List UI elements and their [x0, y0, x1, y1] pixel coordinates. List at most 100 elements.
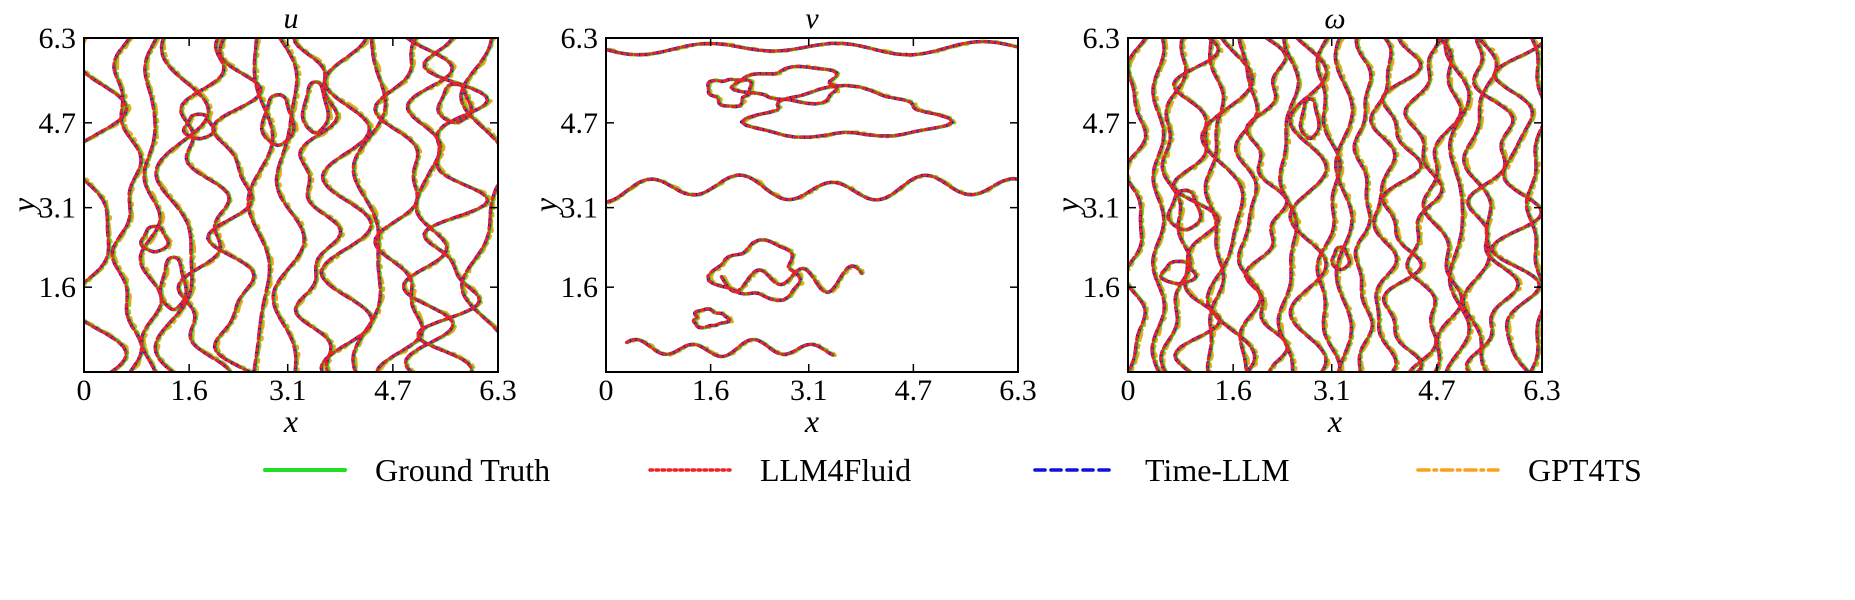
contour-line — [1276, 38, 1300, 372]
x-tick-label: 0 — [1121, 374, 1136, 407]
x-axis-label: x — [804, 403, 819, 439]
plot-frame — [1127, 37, 1543, 373]
contour-lines — [1128, 38, 1542, 372]
contour-line — [153, 38, 210, 372]
contour-line — [1128, 38, 1150, 372]
contour-line — [293, 38, 343, 372]
x-tick-label: 4.7 — [895, 374, 933, 407]
contour-line — [84, 38, 128, 372]
series-time-llm — [606, 40, 1018, 359]
panel-3: 0 1.6 3.1 4.7 6.3 1.6 3.1 4.7 6.3 x y ω — [1049, 2, 1561, 439]
contour-line — [1243, 38, 1289, 372]
contour-line — [1330, 245, 1351, 271]
legend-item-time-llm: Time-LLM — [1033, 452, 1290, 488]
contour-line — [176, 38, 232, 372]
y-tick-label: 6.3 — [561, 22, 599, 55]
y-axis-label: y — [5, 197, 41, 215]
contour-line — [1490, 39, 1542, 372]
contour-lines — [606, 39, 1018, 359]
contour-line — [292, 38, 342, 372]
contour-line — [606, 40, 1018, 57]
contour-line — [1403, 38, 1444, 372]
contour-line — [110, 38, 144, 372]
contour-line — [1380, 38, 1423, 372]
contour-line — [740, 83, 954, 139]
panel-1: 0 1.6 3.1 4.7 6.3 1.6 3.1 4.7 6.3 x y u — [5, 2, 517, 439]
legend-item-ground-truth: Ground Truth — [263, 452, 550, 488]
contour-line — [606, 173, 1018, 204]
contour-line — [110, 38, 143, 372]
contour-line — [206, 38, 262, 372]
contour-line — [606, 40, 1018, 57]
legend-item-gpt4ts: GPT4TS — [1416, 452, 1642, 488]
contour-line — [719, 264, 863, 294]
contour-line — [271, 38, 306, 372]
panel-title: v — [805, 2, 819, 35]
contour-line — [729, 64, 839, 106]
plot-frame — [605, 37, 1019, 373]
series-llm4fluid — [606, 40, 1018, 358]
contour-line — [691, 307, 731, 330]
y-tick-label: 4.7 — [561, 107, 599, 140]
contour-line — [1352, 38, 1374, 372]
x-tick-label: 3.1 — [269, 374, 307, 407]
contour-line — [1288, 38, 1328, 372]
y-tick-label: 3.1 — [561, 192, 599, 225]
contour-line — [1200, 38, 1256, 372]
contour-line — [139, 224, 170, 254]
panels: 0 1.6 3.1 4.7 6.3 1.6 3.1 4.7 6.3 x y u 0 1.6 3.1 4.7 6.… — [5, 2, 1561, 439]
contour-line — [181, 112, 216, 141]
series-gpt4ts — [84, 38, 498, 372]
contour-line — [320, 38, 375, 372]
contour-lines — [84, 38, 498, 372]
contour-line — [1234, 38, 1262, 372]
contour-line — [706, 77, 753, 109]
y-tick-label: 1.6 — [39, 271, 77, 304]
contour-line — [1203, 38, 1225, 372]
contour-line — [322, 38, 376, 372]
series-llm4fluid — [84, 38, 498, 372]
contour-line — [1128, 38, 1147, 372]
series-ground-truth — [606, 39, 1018, 359]
x-tick-label: 0 — [77, 374, 92, 407]
y-axis-label: y — [527, 197, 563, 215]
contour-line — [141, 38, 166, 372]
y-tick-label: 3.1 — [39, 192, 77, 225]
contour-line — [112, 38, 147, 372]
x-tick-label: 6.3 — [1523, 374, 1561, 407]
contour-line — [300, 80, 330, 135]
x-tick-label: 3.1 — [790, 374, 828, 407]
x-axis-label: x — [1327, 403, 1342, 439]
legend: Ground Truth LLM4Fluid Time-LLM GPT4TS — [263, 452, 1642, 488]
panel-title: u — [284, 2, 299, 35]
contour-line — [1524, 38, 1542, 372]
y-tick-label: 6.3 — [39, 22, 77, 55]
x-tick-label: 6.3 — [999, 374, 1037, 407]
contour-line — [246, 38, 274, 372]
x-tick-label: 4.7 — [1418, 374, 1456, 407]
contour-line — [319, 38, 373, 372]
contour-line — [1159, 38, 1192, 372]
y-tick-label: 1.6 — [1083, 271, 1121, 304]
plot-frame — [83, 37, 499, 373]
x-tick-label: 4.7 — [374, 374, 412, 407]
contour-line — [706, 238, 802, 303]
contour-line — [415, 38, 489, 372]
x-tick-label: 3.1 — [1313, 374, 1351, 407]
contour-line — [1150, 38, 1166, 372]
contour-line — [153, 38, 210, 372]
x-axis-label: x — [283, 403, 298, 439]
contour-line — [84, 38, 129, 372]
legend-item-llm4fluid: LLM4Fluid — [648, 452, 911, 488]
x-tick-label: 1.6 — [1214, 374, 1252, 407]
contour-line — [607, 173, 1018, 205]
panel-2: 0 1.6 3.1 4.7 6.3 1.6 3.1 4.7 6.3 x y v — [527, 2, 1037, 439]
contour-line — [1298, 97, 1321, 141]
contour-line — [111, 38, 145, 372]
y-tick-label: 1.6 — [561, 271, 599, 304]
contour-line — [625, 338, 835, 358]
y-tick-label: 6.3 — [1083, 22, 1121, 55]
contour-line — [1443, 38, 1471, 372]
y-axis-label: y — [1049, 197, 1085, 215]
legend-label: LLM4Fluid — [760, 452, 911, 488]
